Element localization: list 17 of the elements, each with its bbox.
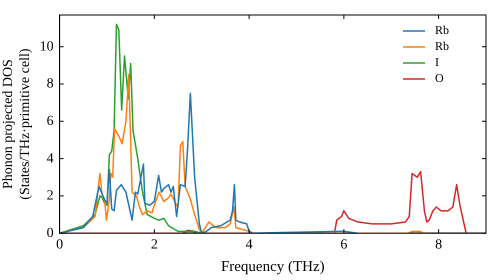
y-tick-label: 0 [46,226,54,241]
y-tick-label: 4 [46,151,54,166]
legend-label: I [435,55,439,70]
y-axis-title: Phonon projected DOS (States/THz·primitive cell) [1,48,33,200]
x-tick-label: 6 [340,237,348,252]
y-tick-label: 2 [46,188,54,204]
legend-label: O [435,71,444,86]
x-axis-title: Frequency (THz) [220,258,325,275]
y-tick-label: 8 [46,76,54,92]
y-tick-label: 10 [40,39,54,54]
x-tick-label: 0 [56,237,64,252]
x-tick-label: 4 [246,237,253,252]
x-tick-label: 2 [150,237,158,252]
y-tick-label: 6 [46,114,54,129]
x-tick-label: 8 [435,237,442,252]
legend-label: Rb [435,23,450,38]
legend-label: Rb [435,39,450,54]
